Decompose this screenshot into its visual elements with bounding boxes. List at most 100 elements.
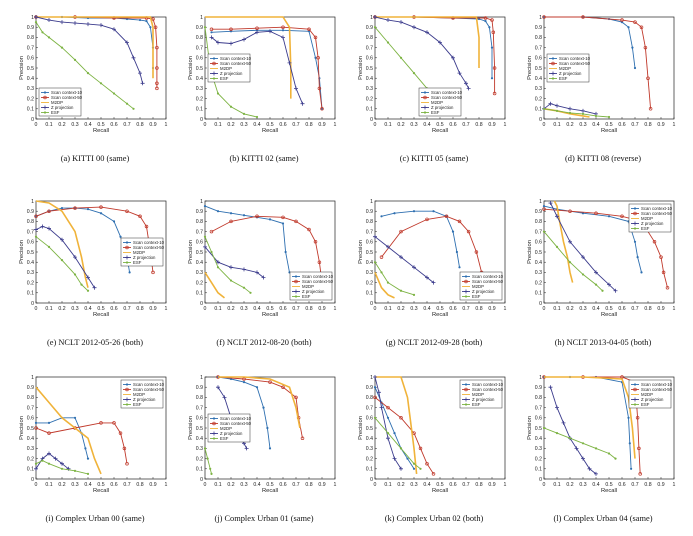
data-point <box>386 436 390 441</box>
y-tick-label: 0 <box>31 301 34 307</box>
data-point <box>86 275 90 280</box>
series-line <box>550 387 597 475</box>
legend-label: M2DP <box>472 392 484 397</box>
data-point <box>380 271 383 274</box>
data-point <box>34 466 38 471</box>
data-point <box>281 35 285 40</box>
data-point <box>542 426 546 430</box>
series-line <box>35 422 128 464</box>
x-tick-label: 0.8 <box>644 122 651 128</box>
data-point <box>210 31 213 34</box>
y-tick-label: 0.3 <box>535 270 542 276</box>
legend-label: M2DP <box>220 66 232 71</box>
data-point <box>652 240 657 244</box>
data-point <box>47 36 51 39</box>
series-line <box>218 376 301 429</box>
data-point <box>140 81 145 86</box>
data-point <box>386 41 390 44</box>
series-group <box>34 224 97 290</box>
legend-label: Z projection <box>133 255 156 260</box>
data-point <box>638 472 642 476</box>
data-point <box>86 289 90 292</box>
y-tick-label: 0.3 <box>27 270 34 276</box>
data-point <box>380 215 383 218</box>
data-point <box>412 467 416 470</box>
data-point <box>613 288 618 293</box>
y-tick-label: 0.1 <box>27 291 34 297</box>
x-tick-label: 0.8 <box>475 306 482 312</box>
legend-marker <box>43 105 47 110</box>
panel-caption: (e) NCLT 2012-05-26 (both) <box>47 338 143 347</box>
data-point <box>47 226 51 231</box>
x-tick-label: 0.9 <box>149 122 156 128</box>
x-tick-label: 0.3 <box>410 306 417 312</box>
x-tick-label: 0.9 <box>657 482 664 488</box>
x-tick-label: 0.3 <box>240 122 247 128</box>
legend-marker <box>633 211 637 216</box>
x-tick-label: 0.7 <box>462 482 469 488</box>
x-tick-label: 0.8 <box>136 306 143 312</box>
y-axis-label: Precision <box>188 56 194 80</box>
x-tick-label: 0.9 <box>318 306 325 312</box>
y-tick-label: 0.1 <box>535 467 542 473</box>
legend-marker <box>294 279 298 284</box>
data-point <box>627 26 630 29</box>
data-point <box>648 107 653 111</box>
data-point <box>594 471 598 476</box>
data-point <box>665 285 670 290</box>
legend-box <box>628 203 672 233</box>
legend-label: Z projection <box>641 221 664 226</box>
y-tick-label: 0.6 <box>535 56 542 62</box>
data-point <box>379 405 384 410</box>
series-group <box>209 29 305 106</box>
data-point <box>451 55 455 60</box>
data-point <box>249 291 252 294</box>
data-point <box>112 27 116 32</box>
legend-label: Scan context-10 <box>133 382 165 387</box>
series-line <box>211 26 323 109</box>
data-point <box>99 23 103 28</box>
series-group <box>203 244 266 280</box>
data-point <box>86 457 90 460</box>
x-tick-label: 0.5 <box>436 306 443 312</box>
y-tick-label: 1 <box>370 15 373 21</box>
legend-marker <box>125 403 129 406</box>
y-axis-label: Precision <box>19 240 25 264</box>
data-point <box>145 19 148 23</box>
data-point <box>568 209 572 213</box>
x-tick-label: 0.2 <box>58 306 65 312</box>
legend-label: M2DP <box>51 100 63 105</box>
y-tick-label: 0.2 <box>27 96 34 102</box>
x-tick-label: 0.6 <box>279 122 286 128</box>
x-tick-label: 0.7 <box>292 122 299 128</box>
legend-label: ESF <box>220 76 229 81</box>
data-point <box>457 71 462 76</box>
x-tick-label: 0.1 <box>214 482 221 488</box>
series-line <box>35 200 89 288</box>
panel-caption: (g) NCLT 2012-09-28 (both) <box>386 338 483 347</box>
chart-panel: 0 0.1 0.2 0.3 0.4 0.5 0.6 0.7 0.8 0.9 1 0 0.1 0.2 0.3 0… <box>358 15 507 163</box>
data-point <box>266 426 269 430</box>
x-tick-label: 0.5 <box>605 482 612 488</box>
y-tick-label: 0.3 <box>196 270 203 276</box>
y-tick-label: 0.4 <box>535 260 542 266</box>
legend-marker <box>633 387 637 392</box>
x-tick-label: 1 <box>673 306 676 312</box>
y-tick-label: 0.7 <box>366 405 373 411</box>
x-tick-label: 0.2 <box>397 306 404 312</box>
data-point <box>92 285 97 290</box>
data-point <box>229 27 233 31</box>
data-point <box>294 395 298 400</box>
data-point <box>548 101 553 106</box>
legend-marker <box>212 421 216 426</box>
legend-marker <box>294 289 298 294</box>
y-tick-label: 0.3 <box>535 446 542 452</box>
panel-caption: (f) NCLT 2012-08-20 (both) <box>216 338 311 347</box>
y-axis-label: Precision <box>358 240 364 264</box>
data-point <box>60 461 64 466</box>
data-point <box>47 462 51 465</box>
y-tick-label: 0.4 <box>535 436 542 442</box>
series-group <box>542 230 604 292</box>
